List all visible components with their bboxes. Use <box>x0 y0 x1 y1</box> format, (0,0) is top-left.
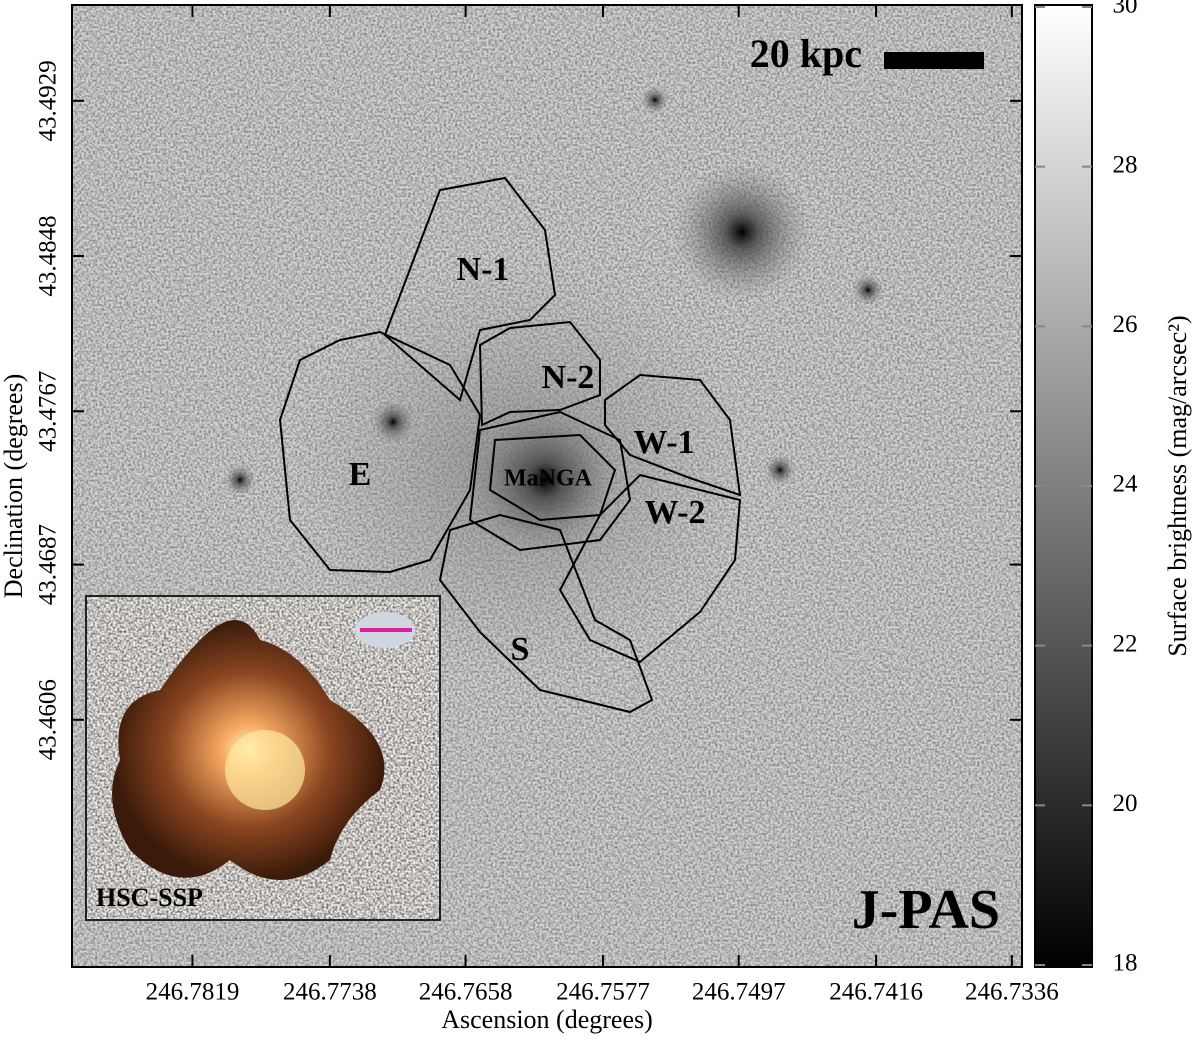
survey-label: J-PAS <box>852 879 1000 941</box>
y-tick-label: 43.4767 <box>35 371 62 452</box>
colorbar-label: Surface brightness (mag/arcsec²) <box>1163 315 1192 656</box>
x-tick-label: 246.7819 <box>146 979 240 1006</box>
colorbar-tick-label: 18 <box>1113 950 1138 977</box>
region-label: W-2 <box>644 494 705 531</box>
x-tick-label: 246.7497 <box>692 979 786 1006</box>
x-tick-label: 246.7577 <box>556 979 650 1006</box>
y-axis-label: Declination (degrees) <box>0 374 28 599</box>
region-label: S <box>511 631 530 668</box>
region-label: N-1 <box>457 251 510 288</box>
x-tick-label: 246.7738 <box>283 979 377 1006</box>
y-tick-label: 43.4606 <box>35 679 62 760</box>
colorbar-tick-label: 20 <box>1113 790 1138 817</box>
scale-bar <box>884 52 984 69</box>
plot-frame <box>71 4 1023 968</box>
x-tick-label: 246.7658 <box>419 979 513 1006</box>
x-axis-label: Ascension (degrees) <box>441 1005 653 1034</box>
colorbar-tick-label: 26 <box>1113 311 1138 338</box>
colorbar-tick-label: 30 <box>1113 0 1138 19</box>
region-label: MaNGA <box>504 466 593 492</box>
scale-bar-label: 20 kpc <box>750 31 862 76</box>
colorbar-tick-label: 24 <box>1113 471 1139 498</box>
y-tick-label: 43.4687 <box>35 524 62 605</box>
region-contours <box>278 176 742 714</box>
region-label: W-1 <box>633 424 694 461</box>
inset: HSC-SSP <box>85 595 441 921</box>
inset-label: HSC-SSP <box>96 883 203 912</box>
colorbar-tick-label: 28 <box>1113 151 1138 178</box>
x-tick-label: 246.7416 <box>829 979 923 1006</box>
y-tick-label: 43.4929 <box>35 60 62 141</box>
y-tick-label: 43.4848 <box>35 215 62 296</box>
region-label: E <box>349 456 372 493</box>
x-tick-label: 246.7336 <box>965 979 1059 1006</box>
colorbar-tick-label: 22 <box>1113 630 1138 657</box>
region-label: N-2 <box>542 359 595 396</box>
